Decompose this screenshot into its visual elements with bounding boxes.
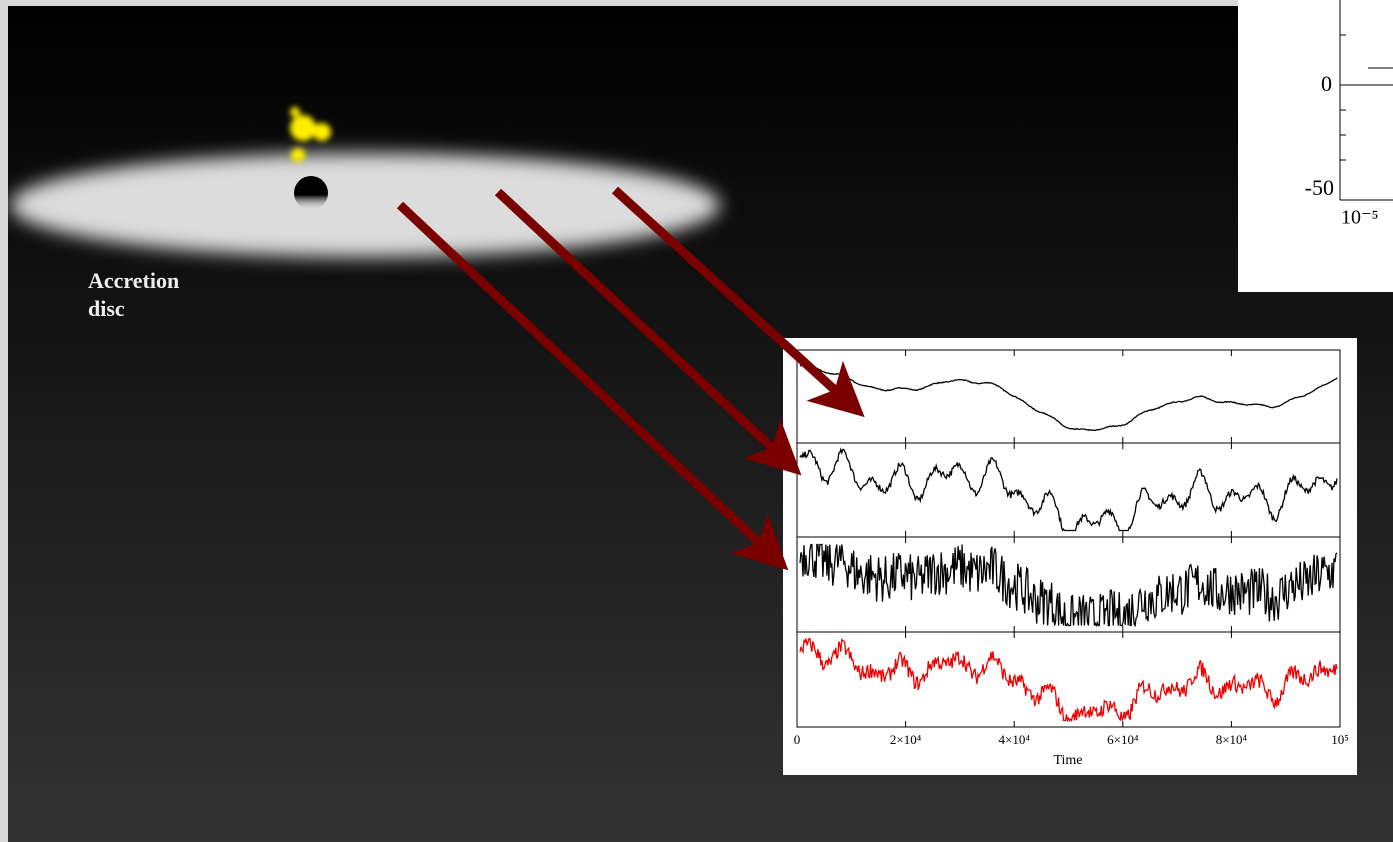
- x-tick-label: 2×10⁴: [890, 732, 922, 747]
- x-axis-label: Time: [1053, 753, 1082, 768]
- light-curve-inset: Time 0 2×10⁴ 4×10⁴ 6×10⁴ 8×10⁴ 10⁵: [783, 338, 1357, 775]
- y-tick-label: 0: [1321, 71, 1332, 96]
- x-tick-label: 0: [794, 732, 801, 747]
- x-tick-label: 10⁵: [1331, 732, 1349, 747]
- slide: Accretion disc 0 -50 10⁻⁵ Time 02×10⁴4×1…: [0, 0, 1393, 842]
- y-tick-label: -50: [1305, 175, 1334, 200]
- corner-plot: 0 -50 10⁻⁵: [1238, 0, 1393, 292]
- accretion-disc: [10, 153, 720, 257]
- x-tick-label: 6×10⁴: [1107, 732, 1139, 747]
- black-hole: [294, 176, 328, 210]
- x-tick-label: 8×10⁴: [1216, 732, 1248, 747]
- x-tick-label: 4×10⁴: [999, 732, 1031, 747]
- x-tick-label: 10⁻⁵: [1341, 207, 1379, 229]
